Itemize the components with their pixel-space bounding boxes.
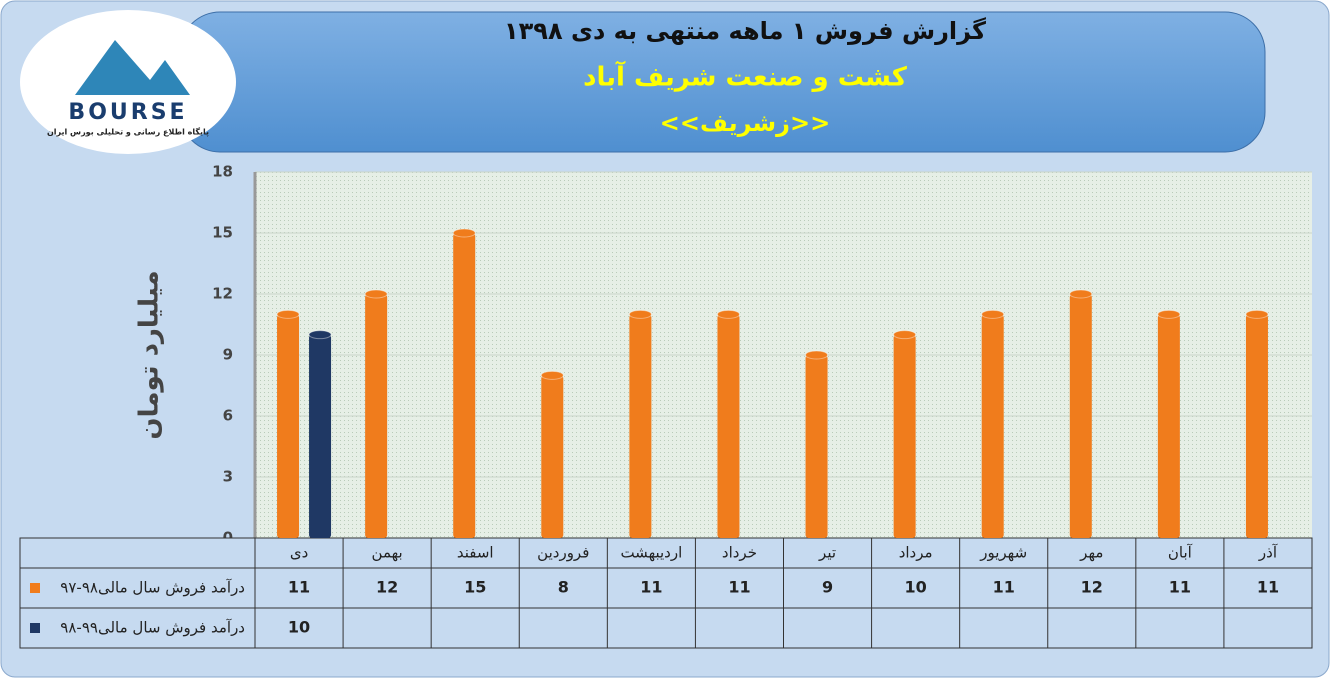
- x-tick-label: تیر: [818, 544, 836, 562]
- table-value: 9: [822, 578, 833, 597]
- bar-cap: [276, 309, 300, 319]
- table-value: 12: [376, 578, 398, 597]
- table-value: 15: [464, 578, 486, 597]
- bar: [717, 314, 740, 538]
- table-bg: [19, 537, 1313, 649]
- bar: [309, 334, 332, 538]
- symbol: <<زشریف>>: [660, 109, 830, 137]
- table-value: 11: [1169, 578, 1191, 597]
- bar: [1069, 294, 1092, 538]
- bar-cap: [540, 370, 564, 380]
- logo-name: BOURSE: [68, 100, 187, 125]
- bar-cap: [805, 350, 829, 360]
- x-tick-label: مرداد: [899, 544, 933, 562]
- bar-cap: [716, 309, 740, 319]
- legend-label: درآمد فروش سال مالی۹۹-۹۸: [60, 619, 245, 637]
- bar: [1157, 314, 1180, 538]
- x-tick-label: فروردین: [537, 544, 589, 562]
- table-value: 11: [640, 578, 662, 597]
- bar-cap: [893, 330, 917, 340]
- x-tick-label: بهمن: [372, 544, 403, 562]
- bar-cap: [364, 289, 388, 299]
- table-value: 8: [558, 578, 569, 597]
- table-value: 10: [904, 578, 926, 597]
- logo-tagline: پایگاه اطلاع رسانی و تحلیلی بورس ایران: [47, 127, 209, 138]
- table-value: 10: [288, 618, 310, 637]
- bar-cap: [628, 309, 652, 319]
- legend-swatch: [30, 623, 40, 633]
- legend-label: درآمد فروش سال مالی۹۸-۹۷: [60, 579, 245, 597]
- table-value: 12: [1081, 578, 1103, 597]
- x-tick-label: شهریور: [979, 544, 1027, 562]
- bar-cap: [1069, 289, 1093, 299]
- x-tick-label: آذر: [1258, 544, 1278, 562]
- bar: [541, 375, 564, 538]
- y-axis-label: میلیارد تومان: [135, 270, 165, 439]
- y-tick-label: 18: [212, 163, 233, 181]
- legend-swatch: [30, 583, 40, 593]
- y-tick-label: 3: [223, 468, 233, 486]
- bar-cap: [1245, 309, 1269, 319]
- bar: [277, 314, 300, 538]
- bar: [1245, 314, 1268, 538]
- bar: [893, 334, 916, 538]
- bar: [453, 233, 476, 538]
- chart-subtitle: کشت و صنعت شریف آباد: [583, 61, 908, 93]
- logo-mark: [75, 40, 190, 95]
- table-value: 11: [288, 578, 310, 597]
- y-tick-label: 6: [223, 407, 233, 425]
- x-tick-label: دی: [290, 544, 308, 562]
- bar: [981, 314, 1004, 538]
- table-value: 11: [993, 578, 1015, 597]
- x-tick-label: خرداد: [722, 544, 757, 562]
- table-value: 11: [1257, 578, 1279, 597]
- chart-title: گزارش فروش ۱ ماهه منتهی به دی ۱۳۹۸: [504, 17, 986, 45]
- bar-cap: [452, 228, 476, 238]
- bar: [365, 294, 388, 538]
- bar-cap: [981, 309, 1005, 319]
- bar-cap: [1157, 309, 1181, 319]
- y-tick-label: 9: [223, 346, 233, 364]
- x-tick-label: آبان: [1168, 544, 1193, 562]
- y-tick-label: 15: [212, 224, 233, 242]
- y-tick-label: 12: [212, 285, 233, 303]
- table-value: 11: [728, 578, 750, 597]
- bar: [629, 314, 652, 538]
- x-tick-label: اردیبهشت: [620, 544, 682, 562]
- x-tick-label: مهر: [1079, 544, 1103, 562]
- bar: [805, 355, 828, 538]
- bar-cap: [308, 330, 332, 340]
- x-tick-label: اسفند: [457, 544, 494, 562]
